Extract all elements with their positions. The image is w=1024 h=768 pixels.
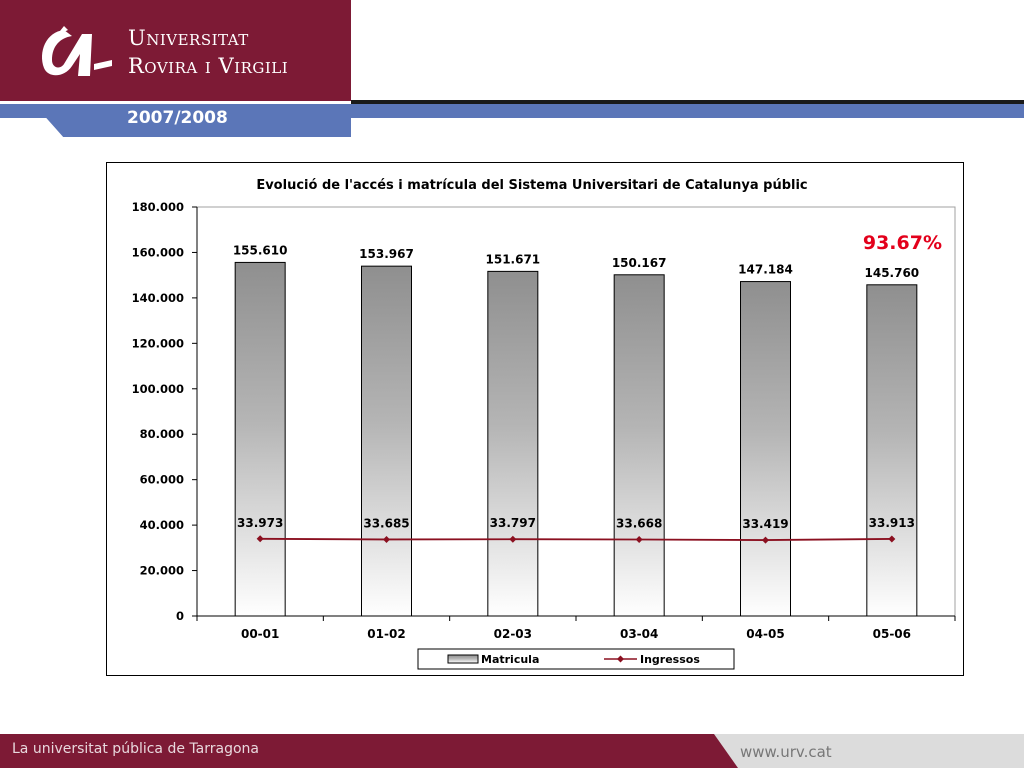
bar-value-label: 153.967: [359, 247, 414, 261]
ingressos-point: [762, 536, 769, 544]
bar-matricula: [613, 274, 665, 617]
bar-value-label: 151.671: [486, 252, 541, 266]
year-tab: [0, 104, 351, 137]
chart-frame: Evolució de l'accés i matrícula del Sist…: [106, 162, 964, 676]
line-value-label: 33.685: [363, 516, 409, 530]
x-tick-label: 02-03: [494, 627, 532, 641]
legend: Matricula Ingressos: [417, 648, 735, 670]
header-rule: [351, 100, 1024, 104]
plot-area: [196, 206, 956, 617]
bar-matricula: [487, 270, 539, 617]
y-tick-label: 120.000: [132, 336, 184, 350]
footer: La universitat pública de Tarragona www.…: [0, 734, 1024, 768]
x-tick-label: 05-06: [873, 627, 911, 641]
academic-year: 2007/2008: [127, 108, 228, 128]
university-name-line1: Universitat: [128, 26, 249, 50]
x-axis: 00-01 01-02 02-03 03-04 04-05 05-06: [196, 615, 956, 641]
ingressos-point: [383, 535, 390, 543]
bar-value-label: 147.184: [738, 263, 793, 277]
bar-value-label: 145.760: [865, 266, 920, 280]
x-tick-label: 03-04: [620, 627, 658, 641]
line-series: [256, 535, 896, 544]
ingressos-point: [888, 535, 896, 543]
x-tick-label: 01-02: [367, 627, 405, 641]
footer-url[interactable]: www.urv.cat: [740, 743, 832, 761]
university-logo-icon: [42, 26, 112, 76]
ingressos-point: [635, 535, 643, 543]
bar-matricula: [866, 284, 918, 617]
legend-swatch-ingressos-marker: [617, 655, 624, 663]
footer-url-panel: [714, 734, 1024, 768]
legend-swatch-matricula: [447, 654, 479, 664]
line-value-label: 33.913: [869, 516, 915, 530]
x-tick-label: 04-05: [746, 627, 784, 641]
y-axis: 0 20.000 40.000 60.000 80.000 100.000 120.000 1…: [132, 200, 956, 623]
chart: Evolució de l'accés i matrícula del Sist…: [132, 178, 956, 670]
legend-label-ingressos: Ingressos: [640, 653, 700, 666]
y-tick-label: 180.000: [132, 200, 184, 214]
line-value-label: 33.973: [237, 516, 283, 530]
y-tick-label: 20.000: [140, 564, 184, 578]
ingressos-line: [260, 537, 892, 541]
y-tick-label: 140.000: [132, 291, 184, 305]
data-labels: 155.610 153.967 151.671 150.167 147.184 145.7…: [233, 243, 919, 531]
x-tick-label: 00-01: [241, 627, 279, 641]
footer-tagline: La universitat pública de Tarragona: [12, 741, 259, 757]
y-tick-label: 100.000: [132, 382, 184, 396]
bar-matricula: [234, 261, 286, 617]
bar-value-label: 155.610: [233, 243, 288, 257]
legend-box: [417, 648, 735, 670]
y-tick-label: 160.000: [132, 245, 184, 259]
legend-label-matricula: Matricula: [481, 653, 539, 666]
line-value-label: 33.797: [490, 516, 536, 530]
y-tick-label: 0: [176, 609, 184, 623]
logo-block: Universitat Rovira i Virgili: [0, 0, 351, 101]
line-value-label: 33.419: [742, 517, 788, 531]
line-value-label: 33.668: [616, 516, 662, 530]
y-tick-label: 80.000: [140, 427, 184, 441]
university-name-line2: Rovira i Virgili: [128, 54, 289, 78]
bar-matricula: [740, 281, 791, 617]
ingressos-point: [509, 535, 517, 543]
y-tick-label: 40.000: [140, 518, 184, 532]
y-tick-label: 60.000: [140, 473, 184, 487]
bars: [234, 261, 918, 617]
chart-annotation: 93.67%: [863, 232, 942, 254]
university-name: Universitat Rovira i Virgili: [128, 24, 288, 80]
bar-matricula: [361, 265, 412, 617]
chart-title: Evolució de l'accés i matrícula del Sist…: [256, 178, 807, 193]
bar-value-label: 150.167: [612, 256, 667, 270]
ingressos-point: [256, 535, 264, 543]
